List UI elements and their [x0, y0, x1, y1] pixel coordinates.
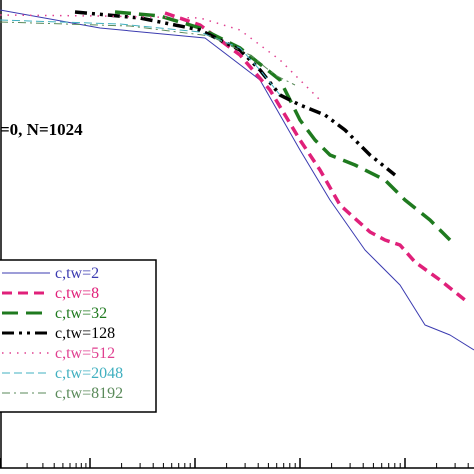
legend-box	[0, 259, 157, 413]
annotation: =0, N=1024	[0, 120, 83, 139]
legend-label-3: c,tw=32	[55, 305, 107, 322]
legend-label-1: c,tw=2	[55, 265, 99, 282]
legend-label-5: c,tw=512	[55, 345, 115, 362]
series-layer	[0, 9, 474, 351]
series-line-5	[0, 14, 321, 101]
series-line-4	[74, 10, 397, 177]
legend-label-7: c,tw=8192	[55, 385, 123, 402]
series-line-2	[164, 11, 467, 302]
legend-label-6: c,tw=2048	[55, 365, 123, 382]
series-line-7	[0, 21, 296, 86]
legend-label-4: c,tw=128	[55, 325, 115, 342]
legend-items: c,tw=2 c,tw=8 c,tw=32 c,tw=128 c,tw=512 c,tw=…	[2, 265, 123, 402]
legend-label-2: c,tw=8	[55, 285, 99, 302]
x-ticks	[0, 458, 469, 468]
legend: c,tw=2 c,tw=8 c,tw=32 c,tw=128 c,tw=512 c,tw=…	[0, 259, 157, 413]
series-line-3	[114, 10, 452, 242]
series-line-6	[0, 19, 281, 96]
series-line-1	[0, 9, 474, 351]
